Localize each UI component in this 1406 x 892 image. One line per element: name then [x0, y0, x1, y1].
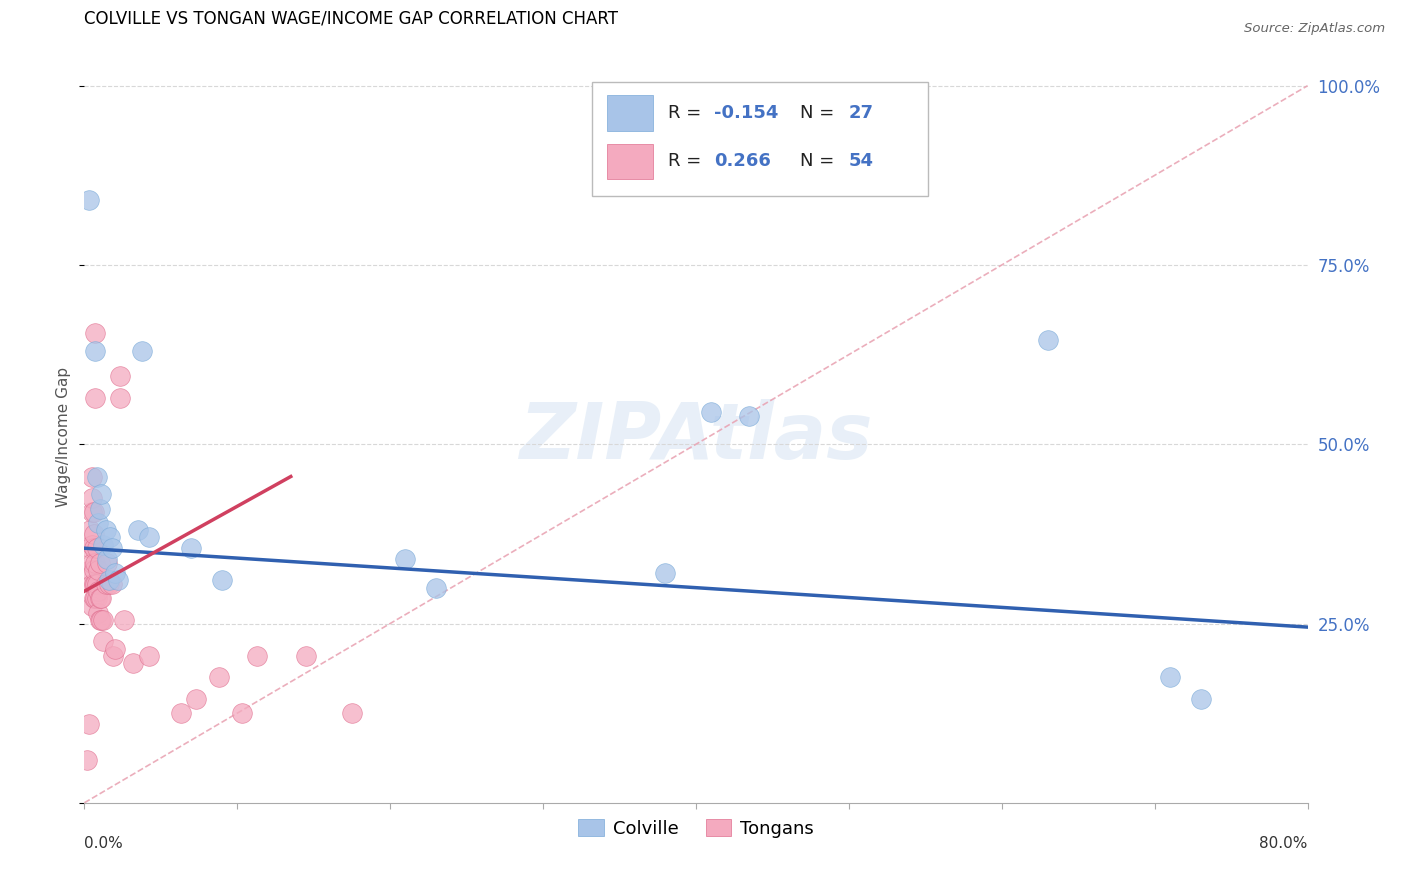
Point: [86, 577, 108, 591]
Point: [94, 577, 117, 591]
Point: [184, 691, 207, 706]
Point: [108, 369, 131, 384]
Point: [80, 556, 103, 570]
Point: [1159, 670, 1181, 684]
Point: [738, 409, 761, 423]
Point: [79, 563, 101, 577]
Point: [170, 706, 193, 721]
Text: N =: N =: [800, 153, 839, 170]
Point: [101, 541, 124, 556]
Point: [104, 566, 127, 581]
Point: [76, 753, 98, 767]
Point: [211, 574, 233, 588]
Point: [86, 591, 108, 606]
Point: [80, 469, 103, 483]
Point: [87, 516, 110, 530]
Point: [1189, 691, 1212, 706]
Point: [83, 505, 105, 519]
Text: R =: R =: [668, 104, 707, 122]
Point: [84, 326, 107, 340]
Point: [295, 648, 318, 663]
Point: [700, 405, 723, 419]
Text: 0.0%: 0.0%: [84, 836, 124, 851]
Point: [80, 599, 103, 613]
Point: [90, 613, 112, 627]
Point: [394, 552, 416, 566]
Text: 0.266: 0.266: [714, 153, 772, 170]
Text: N =: N =: [800, 104, 839, 122]
Point: [94, 524, 117, 538]
Point: [86, 541, 108, 556]
Point: [654, 566, 676, 581]
Text: Source: ZipAtlas.com: Source: ZipAtlas.com: [1244, 22, 1385, 36]
Point: [138, 648, 160, 663]
Point: [138, 531, 160, 545]
Point: [83, 591, 105, 606]
Point: [107, 574, 129, 588]
Point: [89, 556, 111, 570]
Point: [91, 634, 114, 648]
Point: [84, 391, 107, 405]
Point: [101, 577, 124, 591]
Point: [83, 527, 105, 541]
Point: [80, 538, 103, 552]
Point: [80, 505, 103, 519]
Point: [97, 577, 120, 591]
Point: [231, 706, 253, 721]
Point: [90, 591, 112, 606]
Point: [84, 344, 107, 359]
Point: [89, 613, 111, 627]
Text: 27: 27: [849, 104, 875, 122]
Point: [180, 541, 202, 556]
Point: [103, 648, 125, 663]
Point: [112, 613, 135, 627]
Point: [84, 591, 107, 606]
Point: [96, 552, 118, 566]
Text: COLVILLE VS TONGAN WAGE/INCOME GAP CORRELATION CHART: COLVILLE VS TONGAN WAGE/INCOME GAP CORRE…: [84, 10, 619, 28]
Point: [80, 577, 103, 591]
Point: [246, 648, 269, 663]
Point: [84, 577, 107, 591]
Point: [83, 541, 105, 556]
Point: [84, 556, 107, 570]
Y-axis label: Wage/Income Gap: Wage/Income Gap: [56, 367, 72, 508]
Point: [97, 574, 120, 588]
Point: [91, 613, 114, 627]
Point: [91, 538, 114, 552]
Text: ZIPAtlas: ZIPAtlas: [519, 399, 873, 475]
Point: [87, 563, 110, 577]
FancyBboxPatch shape: [606, 95, 654, 130]
Point: [208, 670, 231, 684]
Point: [83, 563, 105, 577]
Point: [104, 641, 127, 656]
Text: 54: 54: [849, 153, 875, 170]
Point: [127, 524, 149, 538]
Point: [89, 591, 111, 606]
Point: [90, 487, 112, 501]
FancyBboxPatch shape: [592, 82, 928, 195]
Point: [131, 344, 153, 359]
Point: [80, 491, 103, 505]
Point: [425, 581, 447, 595]
Point: [340, 706, 363, 721]
FancyBboxPatch shape: [606, 144, 654, 179]
Point: [87, 584, 110, 599]
Text: 80.0%: 80.0%: [1260, 836, 1308, 851]
Point: [1036, 333, 1059, 347]
Point: [87, 606, 110, 620]
Point: [98, 531, 121, 545]
Text: R =: R =: [668, 153, 707, 170]
Point: [77, 717, 100, 731]
Point: [86, 469, 108, 483]
Point: [77, 194, 100, 208]
Point: [96, 556, 118, 570]
Point: [89, 501, 111, 516]
Point: [79, 541, 101, 556]
Point: [83, 577, 105, 591]
Legend: Colville, Tongans: Colville, Tongans: [571, 812, 821, 845]
Point: [108, 391, 131, 405]
Point: [122, 656, 145, 670]
Text: -0.154: -0.154: [714, 104, 779, 122]
Point: [79, 524, 101, 538]
